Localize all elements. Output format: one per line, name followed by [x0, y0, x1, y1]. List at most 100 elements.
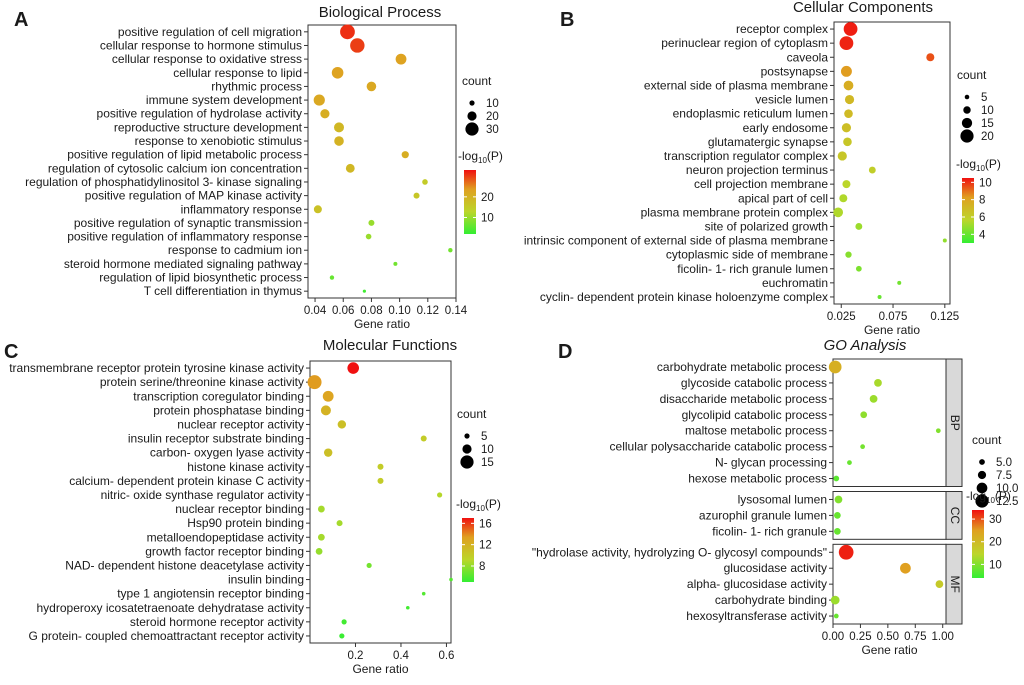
panel-b-dot — [837, 151, 847, 161]
panel-d-y-tick-label: carbohydrate metabolic process — [657, 360, 827, 374]
panel-b-size-legend-dot — [964, 94, 970, 100]
panel-a-dot — [313, 205, 322, 214]
panel-b-y-tick-label: intrinsic component of external side of … — [524, 234, 828, 248]
panel-c-dot — [405, 605, 410, 610]
panel-d-color-legend-title: -log10(P) — [966, 489, 1011, 505]
panel-a-dot — [331, 66, 344, 79]
panel-a-color-legend-title: -log10(P) — [458, 149, 503, 165]
panel-b-plot-area — [833, 21, 951, 305]
panel-c-letter: C — [4, 341, 18, 363]
panel-b-y-tick-label: cytoplasmic side of membrane — [666, 248, 828, 262]
panel-d-y-tick-label: ficolin- 1- rich granule — [712, 524, 827, 538]
panel-d-dot — [838, 544, 854, 560]
panel-c-x-tick-label: 0.4 — [393, 650, 410, 662]
panel-b-dot — [833, 207, 844, 218]
panel-a-y-tick-label: response to xenobiotic stimulus — [135, 134, 302, 148]
panel-c-dot — [437, 492, 443, 498]
panel-c-dot — [323, 448, 333, 457]
panel-a-size-legend-label: 10 — [486, 98, 499, 110]
panel-a-y-tick-label: cellular response to hormone stimulus — [100, 38, 302, 52]
panel-a-y-tick-label: cellular response to oxidative stress — [112, 52, 302, 66]
panel-a-y-tick-label: positive regulation of synaptic transmis… — [74, 216, 302, 230]
panel-a-dot — [320, 109, 330, 119]
panel-a-y-tick-label: T cell differentiation in thymus — [144, 284, 302, 298]
panel-b-y-tick-label: euchromatin — [762, 276, 828, 290]
panel-d-dot — [860, 444, 865, 450]
panel-b-dot — [840, 65, 852, 77]
panel-d-size-legend: count 5.07.510.012.5 — [972, 433, 1018, 508]
panel-a-y-tick-label: positive regulation of MAP kinase activi… — [85, 189, 302, 203]
panel-a-dot — [401, 151, 409, 159]
panel-c-dot — [307, 375, 322, 390]
panel-b-dot — [855, 223, 863, 230]
panel-a-y-tick-label: regulation of cytosolic calcium ion conc… — [48, 161, 302, 175]
panel-c-y-tick-label: nuclear receptor activity — [177, 417, 304, 431]
panel-d-color-tick-label: 20 — [989, 537, 1002, 549]
panel-a-dot — [313, 94, 325, 106]
panel-a-color-tick-label: 20 — [481, 192, 494, 204]
panel-a-title: Biological Process — [319, 4, 442, 21]
panel-c-y-tick-label: nitric- oxide synthase regulator activit… — [101, 488, 304, 502]
panel-a-y-tick-label: rhythmic process — [211, 79, 302, 93]
panel-d-facet-strip — [945, 358, 963, 487]
panel-a-size-legend-dot — [465, 122, 479, 136]
panel-a-x-tick-label: 0.14 — [445, 305, 468, 317]
panel-b-y-tick-label: vesicle lumen — [755, 93, 828, 107]
panel-a-size-legend-label: 30 — [486, 124, 499, 136]
panel-d-y-tick-label: glycolipid catabolic process — [682, 408, 827, 422]
panel-b-y-tick-label: glutamatergic synapse — [708, 135, 828, 149]
panel-d-title: GO Analysis — [824, 337, 907, 354]
panel-b-color-legend-title: -log10(P) — [956, 157, 1001, 173]
panel-d-facet-strip — [945, 491, 963, 540]
panel-d-facet-area — [832, 491, 947, 540]
panel-d-x-axis-label: Gene ratio — [861, 643, 917, 657]
panel-b-y-tick-label: site of polarized growth — [705, 219, 828, 233]
panel-d-dot — [833, 475, 840, 482]
panel-b-dot — [843, 22, 858, 36]
panel-b-color-tick-label: 6 — [979, 212, 985, 224]
panel-b-size-legend-dot — [961, 117, 973, 129]
panel-d-facet-label: MF — [948, 575, 962, 592]
panel-c-plot-area — [309, 360, 452, 644]
panel-c-y-tick-label: protein phosphatase binding — [153, 403, 304, 417]
panel-a: A Biological Process 0.04 0.06 0.08 0.10 0.12 0… — [14, 4, 468, 331]
panel-a-dot — [334, 122, 345, 133]
panel-a-dot — [340, 24, 355, 40]
panel-c-color-tick-label: 8 — [479, 561, 485, 573]
panel-c-y-tick-label: G protein- coupled chemoattractant recep… — [29, 629, 304, 643]
panel-c-y-tick-label: carbon- oxygen lyase activity — [150, 446, 304, 460]
panel-d-dot — [833, 613, 839, 619]
panel-d-facet-area — [832, 358, 947, 487]
panel-b-dot — [844, 94, 855, 105]
panel-a-y-tick-label: cellular response to lipid — [173, 66, 302, 80]
panel-a-letter: A — [14, 9, 28, 31]
panel-c-size-legend-dot — [464, 433, 470, 439]
panel-a-dot — [329, 275, 335, 280]
panel-d-y-tick-label: glucosidase activity — [724, 561, 827, 575]
panel-a-y-tick-label: regulation of lipid biosynthetic process — [99, 271, 302, 285]
panel-c-dot — [377, 463, 384, 470]
panel-c-dot — [449, 577, 453, 582]
panel-a-x-tick-label: 0.08 — [360, 305, 382, 317]
panel-d-size-legend-dot — [977, 470, 987, 480]
panel-b-color-bar — [962, 178, 974, 243]
panel-a-dot — [366, 81, 377, 92]
panel-b-x-tick-label: 0.125 — [930, 311, 959, 323]
panel-c-dot — [339, 633, 345, 639]
panel-a-color-legend: -log10(P) 10 20 — [458, 149, 503, 234]
panel-c-y-tick-label: insulin binding — [228, 573, 304, 587]
panel-a-size-legend-dot — [467, 111, 477, 121]
panel-d-y-tick-label: "hydrolase activity, hydrolyzing O- glyc… — [532, 545, 827, 559]
panel-b-y-tick-label: receptor complex — [736, 22, 828, 36]
panel-d-x-tick-label: 0.50 — [877, 631, 899, 643]
panel-a-x-tick-label: 0.04 — [304, 305, 327, 317]
panel-b-dot — [843, 80, 854, 91]
panel-c-y-tick-label: histone kinase activity — [187, 460, 304, 474]
panel-a-y-tick-label: positive regulation of lipid metabolic p… — [67, 148, 302, 162]
panel-c-dot — [336, 520, 343, 527]
panel-c-size-legend-dot — [462, 444, 472, 454]
panel-c-y-tick-label: nuclear receptor binding — [175, 502, 304, 516]
panel-b-size-legend-label: 15 — [981, 118, 994, 130]
panel-d-y-tick-label: hexosyltransferase activity — [686, 609, 827, 623]
panel-a-dot — [362, 289, 366, 293]
